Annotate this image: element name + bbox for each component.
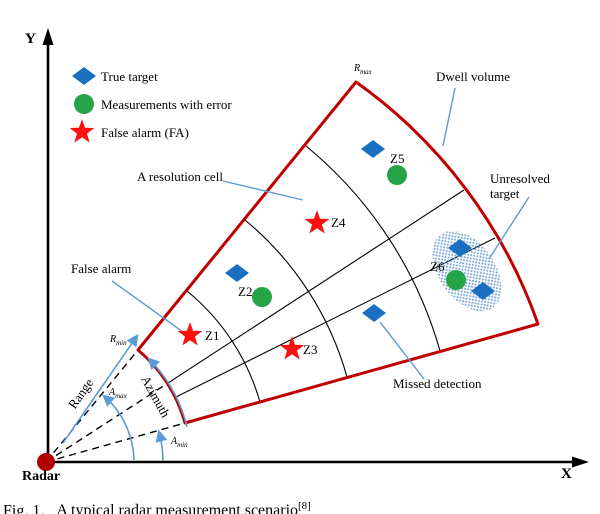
dwell-volume-label: Dwell volume (436, 69, 511, 84)
amax-label: Amax (109, 387, 127, 400)
y-axis-arrowhead (42, 28, 54, 45)
caption-reference: [8] (298, 500, 311, 512)
unresolved-target-label-line2: target (490, 186, 520, 201)
amin-symbol: A (171, 436, 178, 447)
amax-subscript: max (115, 392, 127, 400)
amax-symbol: A (109, 387, 116, 398)
z5-true-target-marker (361, 140, 385, 158)
legend-true-target-icon (72, 67, 96, 85)
azimuth-divider-upper (167, 189, 465, 384)
rmax-symbol: R (354, 63, 361, 74)
legend-false-alarm-label: False alarm (FA) (101, 125, 189, 140)
resolution-cell-label: A resolution cell (137, 169, 223, 184)
missed-detection-label: Missed detection (393, 376, 482, 391)
z2-label: Z2 (238, 284, 253, 299)
amax-angle-arc (102, 394, 135, 461)
caption-text: A typical radar measurement scenario (56, 502, 299, 514)
rmax-subscript: max (360, 68, 372, 76)
unresolved-target-label-line1: Unresolved (490, 171, 550, 186)
dwell-volume-pointer-line (442, 87, 456, 147)
legend-true-target-label: True target (101, 69, 158, 84)
dashed-ray-amax (45, 349, 139, 463)
z4-label: Z4 (331, 215, 346, 230)
x-axis-arrowhead (572, 456, 589, 468)
z6-measurement-marker (446, 270, 466, 290)
range-arc-3 (305, 145, 441, 352)
z2-measurement-marker (252, 287, 272, 307)
z4-false-alarm-marker (304, 210, 330, 234)
legend-measurement-icon (74, 94, 94, 114)
z1-label: Z1 (205, 328, 220, 343)
radar-label: Radar (22, 469, 61, 484)
caption-number: Fig. 1. (3, 502, 45, 514)
z1-false-alarm-marker (177, 322, 203, 346)
dwell-volume-boundary (136, 80, 540, 425)
z6-label: Z6 (430, 259, 445, 274)
resolution-cell-pointer-line (222, 180, 304, 201)
dashed-ray-mid (45, 382, 169, 463)
false-alarm-annotation-label: False alarm (71, 261, 132, 276)
z3-label: Z3 (303, 342, 318, 357)
figure-caption: Fig. 1. A typical radar measurement scena… (3, 500, 311, 514)
false-alarm-pointer-line (111, 280, 184, 333)
z5-label: Z5 (390, 151, 405, 166)
amin-label: Amin (171, 436, 188, 449)
azimuth-angle-arc (147, 357, 188, 428)
amin-subscript: min (177, 441, 188, 449)
rmin-symbol: R (110, 334, 117, 345)
unresolved-target-pointer-line (488, 196, 530, 260)
z5-measurement-marker (387, 165, 407, 185)
z3-false-alarm-marker (279, 336, 305, 360)
amin-angle-arc (155, 429, 168, 462)
radar-origin-dot (37, 453, 55, 471)
y-axis-label: Y (25, 31, 36, 47)
rmin-subscript: min (116, 339, 127, 347)
dashed-ray-amin (45, 422, 186, 463)
z2-true-target-marker (225, 264, 249, 282)
legend-false-alarm-icon (69, 119, 95, 143)
legend-measurement-label: Measurements with error (101, 97, 232, 112)
range-arc-2 (244, 219, 348, 378)
unresolved-target-label: Unresolved target (490, 171, 550, 201)
rmin-label: Rmin (110, 334, 127, 347)
missed-detection-pointer-line (379, 321, 425, 380)
x-axis-label: X (561, 466, 572, 482)
missed-detection-target-marker (362, 304, 386, 322)
rmax-label: Rmax (354, 63, 372, 76)
range-arrow (62, 334, 139, 444)
